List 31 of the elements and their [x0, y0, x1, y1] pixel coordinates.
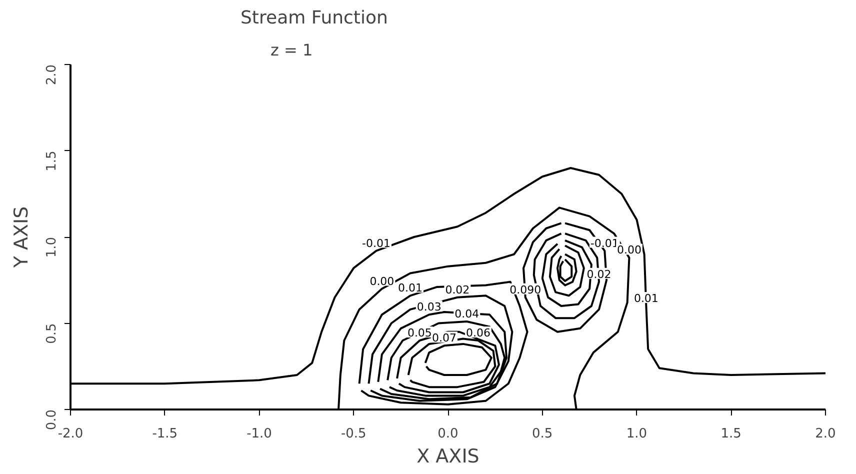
y-tick-label: 0.5 [44, 323, 60, 344]
y-tick-label: 2.0 [44, 64, 60, 86]
annotation: 0.06 [466, 326, 490, 340]
y-tick-label: 1.5 [44, 150, 60, 172]
annotation: -0.01 [362, 236, 391, 250]
annotation: 0.090 [510, 283, 542, 296]
annotation: 0.05 [407, 326, 432, 340]
x-tick-label: -1.0 [246, 426, 272, 442]
annotation: 0.00 [616, 244, 642, 257]
x-tick-label: 1.5 [720, 426, 742, 442]
chart-subtitle: z = 1 [270, 40, 313, 60]
x-tick-label: 1.0 [626, 426, 648, 442]
y-axis-title: Y AXIS [10, 206, 32, 269]
x-tick-label: 2.0 [815, 426, 836, 442]
chart-title: Stream Function [240, 8, 388, 28]
annotation: 0.03 [416, 300, 442, 314]
annotation: 0.04 [454, 308, 480, 321]
x-axis-title: X AXIS [416, 446, 480, 468]
annotation: 0.02 [445, 283, 470, 296]
x-tick-label: 0.5 [532, 426, 553, 442]
x-tick-label: -1.5 [152, 426, 178, 442]
annotation: 0.00 [370, 274, 394, 288]
annotation: 0.01 [634, 292, 658, 305]
annotation: 0.07 [432, 332, 456, 345]
annotation: 0.01 [398, 282, 423, 295]
x-tick-label: -0.5 [340, 426, 366, 442]
annotation: -0.01 [590, 236, 619, 250]
annotation: 0.02 [586, 268, 612, 281]
x-tick-label: 0.0 [438, 426, 458, 442]
y-tick-label: 1.0 [44, 236, 60, 258]
x-tick-label: -2.0 [58, 426, 84, 442]
